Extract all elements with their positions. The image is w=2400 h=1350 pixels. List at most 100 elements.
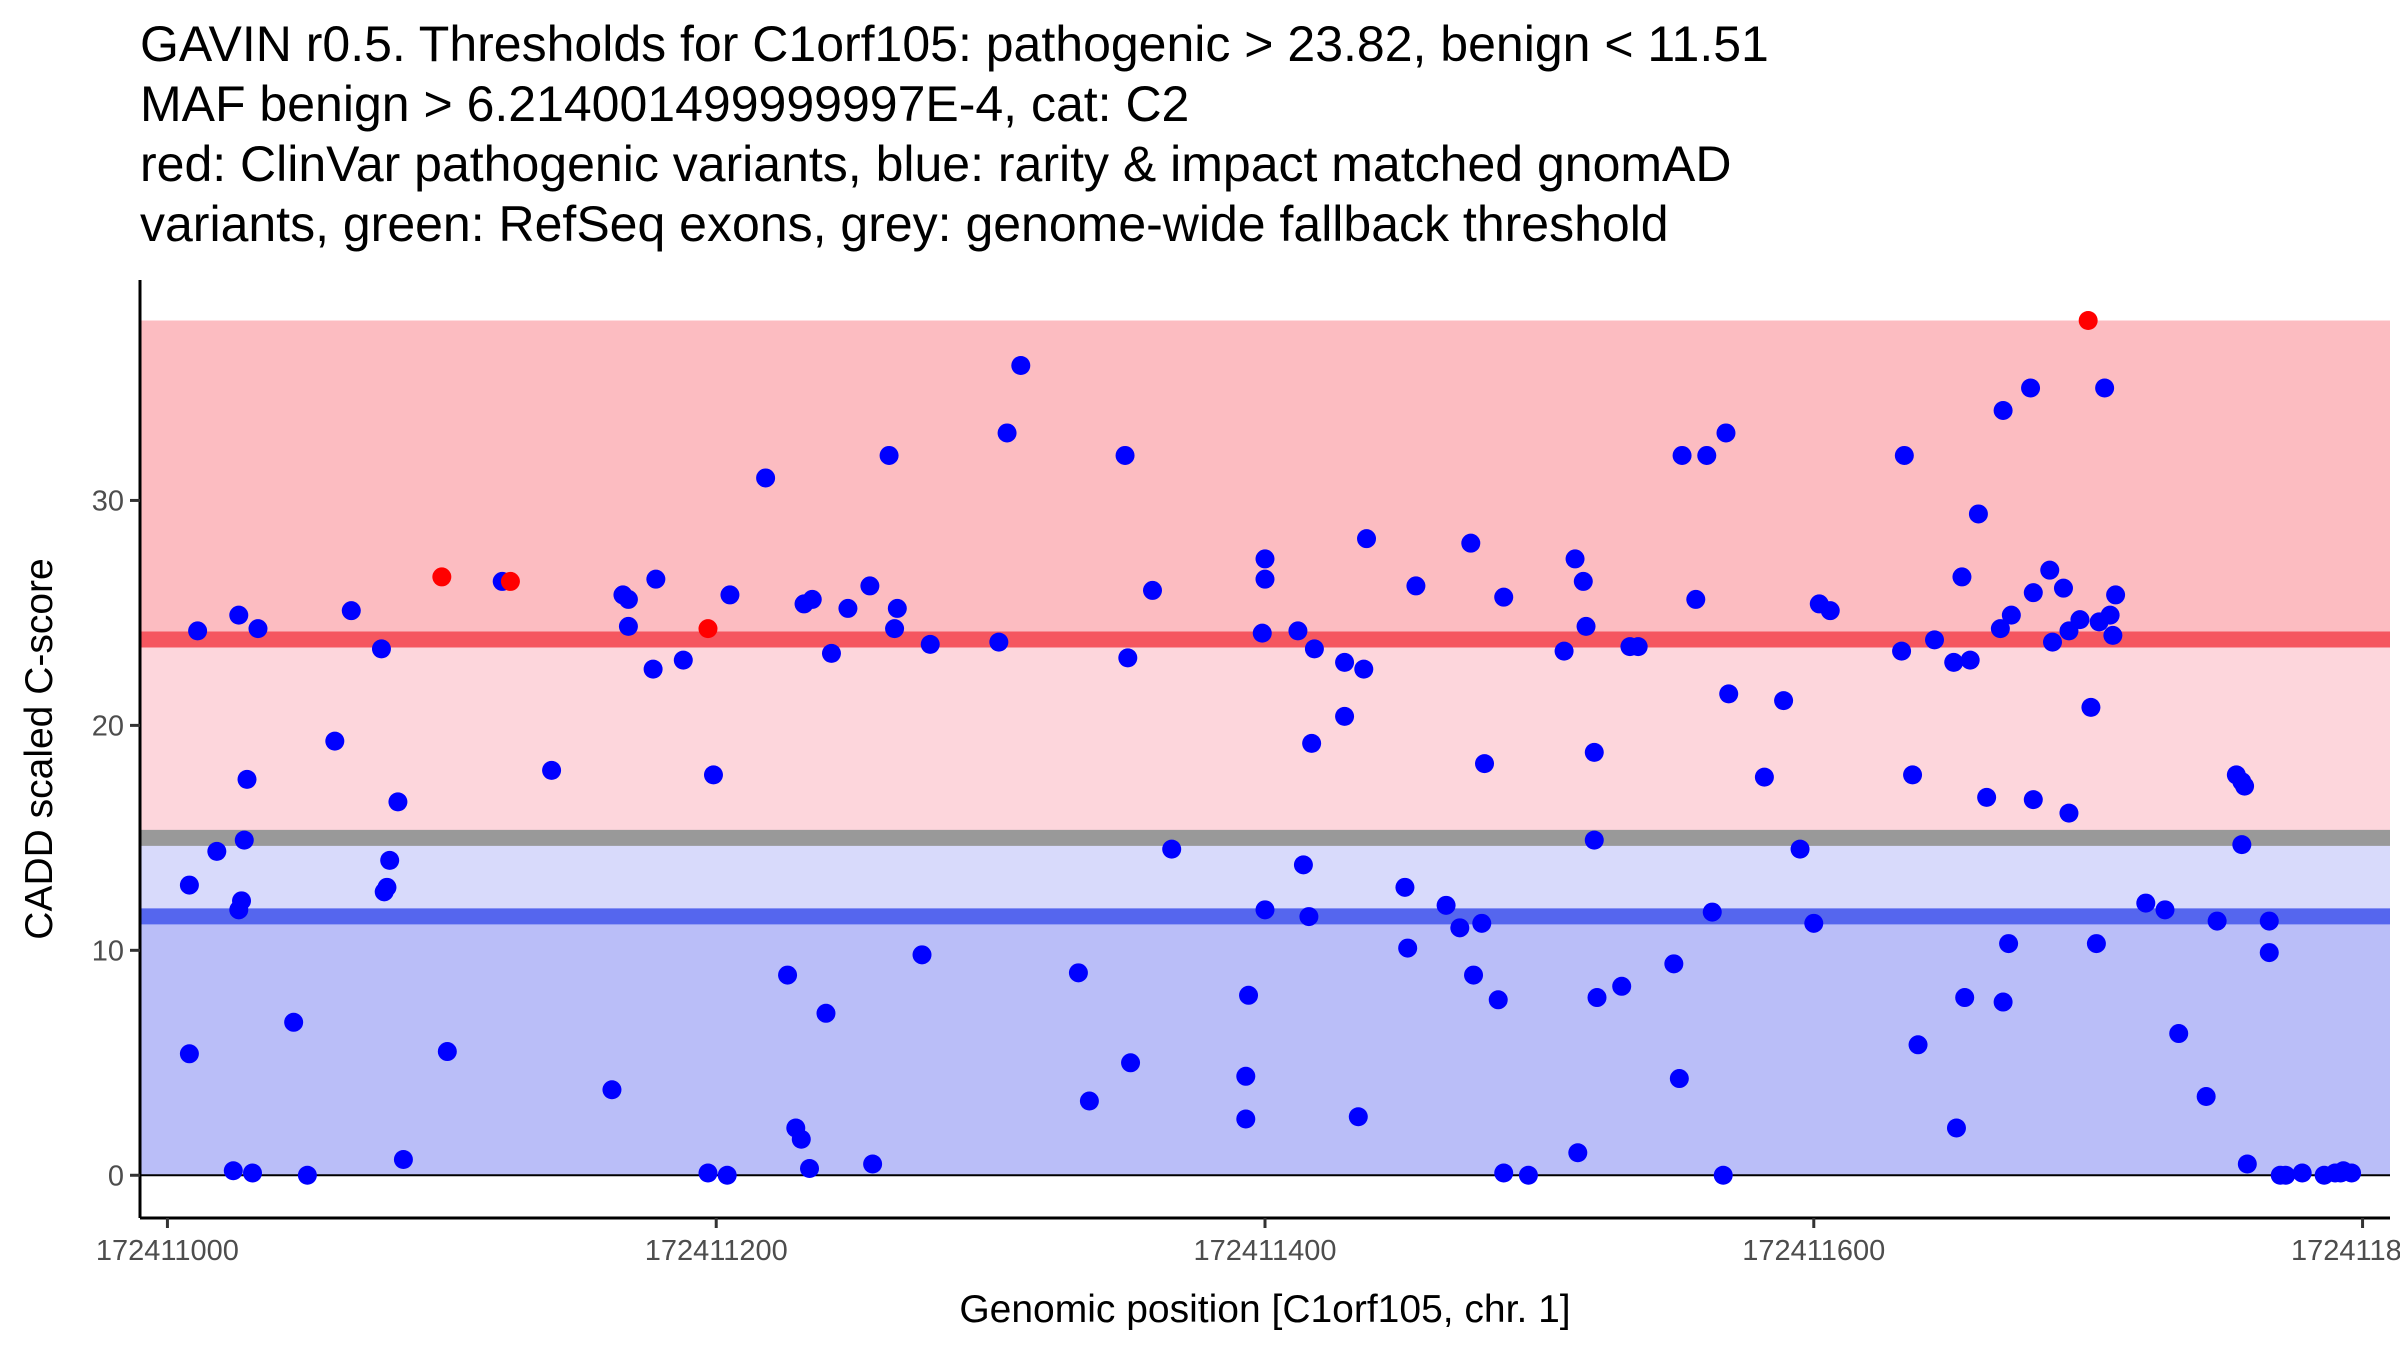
pathogenic-zone	[140, 320, 2390, 640]
gnomad-point	[1576, 616, 1596, 636]
chart-title: GAVIN r0.5. Thresholds for C1orf105: pat…	[140, 14, 1769, 254]
gnomad-point	[1255, 549, 1275, 569]
gnomad-point	[1977, 787, 1997, 807]
gnomad-point	[1335, 706, 1355, 726]
gnomad-point	[393, 1150, 413, 1170]
gnomad-point	[2207, 911, 2227, 931]
gnomad-point	[223, 1161, 243, 1181]
gnomad-point	[2001, 605, 2021, 625]
gnomad-point	[800, 1159, 820, 1179]
gnomad-point	[232, 891, 252, 911]
gnomad-point	[997, 423, 1017, 443]
gnomad-point	[1079, 1091, 1099, 1111]
gnomad-point	[1239, 985, 1259, 1005]
gnomad-point	[1395, 877, 1415, 897]
gnomad-point	[1952, 567, 1972, 587]
gnomad-point	[860, 576, 880, 596]
gnomad-point	[1925, 630, 1945, 650]
gnomad-point	[1892, 641, 1912, 661]
gnomad-point	[1697, 445, 1717, 465]
gnomad-point	[618, 589, 638, 609]
gnomad-point	[1669, 1069, 1689, 1089]
gnomad-point	[1584, 742, 1604, 762]
gnomad-point	[2106, 585, 2126, 605]
gnomad-point	[2276, 1165, 2296, 1185]
gnomad-point	[284, 1012, 304, 1032]
gnomad-point	[1494, 1163, 1514, 1183]
gnomad-point	[325, 731, 345, 751]
gnomad-point	[371, 639, 391, 659]
gnomad-point	[1990, 619, 2010, 639]
benign-zone	[140, 916, 2390, 1176]
gnomad-point	[1554, 641, 1574, 661]
gnomad-point	[1236, 1109, 1256, 1129]
gnomad-point	[1335, 652, 1355, 672]
gnomad-point	[2103, 625, 2123, 645]
gnomad-point	[1121, 1053, 1141, 1073]
gnomad-point	[179, 875, 199, 895]
gnomad-point	[1719, 684, 1739, 704]
gnomad-point	[1252, 623, 1272, 643]
gnomad-point	[2100, 605, 2120, 625]
gnomad-point	[1255, 569, 1275, 589]
gnomad-point	[1494, 587, 1514, 607]
gnomad-point	[237, 769, 257, 789]
gnomad-point	[542, 760, 562, 780]
gnomad-point	[1903, 765, 1923, 785]
gnomad-point	[1118, 648, 1138, 668]
gnomad-point	[377, 877, 397, 897]
gnomad-point	[816, 1003, 836, 1023]
gnomad-point	[1584, 830, 1604, 850]
gnomad-point	[388, 792, 408, 812]
gnomad-point	[1398, 938, 1418, 958]
gnomad-point	[1955, 988, 1975, 1008]
y-tick-label: 20	[92, 710, 124, 742]
gnomad-point	[698, 1163, 718, 1183]
clinvar-point	[500, 571, 520, 591]
gnomad-point	[791, 1129, 811, 1149]
gnomad-point	[1255, 900, 1275, 920]
data-points	[179, 310, 2362, 1185]
gnomad-point	[1790, 839, 1810, 859]
gnomad-point	[2292, 1163, 2312, 1183]
x-axis-title: Genomic position [C1orf105, chr. 1]	[959, 1288, 1570, 1331]
gnomad-point	[1518, 1165, 1538, 1185]
gnomad-point	[1672, 445, 1692, 465]
gnomad-point	[1357, 529, 1377, 549]
gnomad-point	[1968, 504, 1988, 524]
gnomad-point	[2259, 911, 2279, 931]
gnomad-point	[1946, 1118, 1966, 1138]
gnomad-point	[1999, 934, 2019, 954]
gnomad-point	[1804, 913, 1824, 933]
gnomad-point	[1628, 637, 1648, 657]
y-tick-label: 0	[108, 1160, 124, 1192]
x-tick-label: 172411000	[96, 1235, 239, 1267]
gnomad-point	[1774, 691, 1794, 711]
x-tick-label: 172411200	[645, 1235, 788, 1267]
gnomad-point	[1573, 571, 1593, 591]
gnomad-point	[778, 965, 798, 985]
gnomad-point	[717, 1165, 737, 1185]
gnomad-point	[720, 585, 740, 605]
gnomad-point	[1348, 1107, 1368, 1127]
clinvar-point	[2078, 310, 2098, 330]
gnomad-point	[2169, 1024, 2189, 1044]
gnomad-point	[1304, 639, 1324, 659]
x-tick-label: 172411800	[2291, 1235, 2400, 1267]
gnomad-point	[1068, 963, 1088, 983]
gnomad-point	[2081, 697, 2101, 717]
gnomad-point	[643, 659, 663, 679]
title-line-3: red: ClinVar pathogenic variants, blue: …	[140, 136, 1732, 192]
gnomad-point	[380, 850, 400, 870]
gnomad-point	[437, 1042, 457, 1062]
gnomad-point	[179, 1044, 199, 1064]
x-tick-label: 172411600	[1742, 1235, 1885, 1267]
gnomad-point	[703, 765, 723, 785]
title-line-4: variants, green: RefSeq exons, grey: gen…	[140, 196, 1669, 252]
gnomad-point	[1288, 621, 1308, 641]
gnomad-point	[989, 632, 1009, 652]
gnomad-point	[2196, 1087, 2216, 1107]
gnomad-point	[2023, 790, 2043, 810]
gnomad-point	[1472, 913, 1492, 933]
